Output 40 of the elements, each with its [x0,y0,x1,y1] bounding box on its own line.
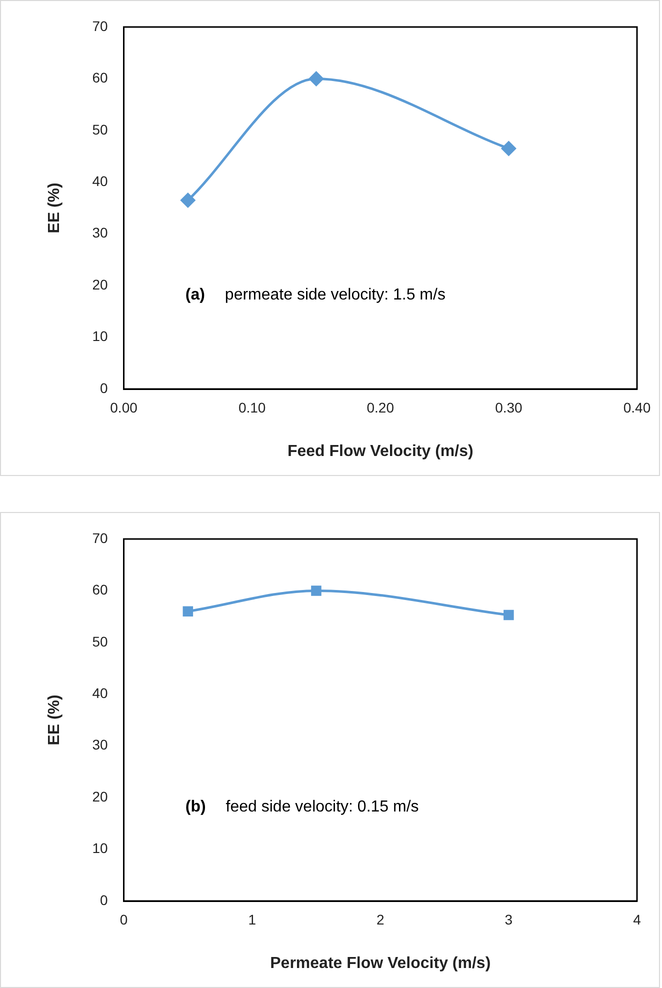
y-tick-label: 20 [92,788,108,804]
y-tick-label: 60 [92,70,108,86]
y-axis-title: EE (%) [46,694,64,746]
y-tick-label: 70 [92,530,108,546]
y-tick-label: 10 [92,328,108,344]
y-tick-label: 50 [92,633,108,650]
x-tick-label: 0 [120,911,128,928]
y-tick-label: 40 [92,685,108,701]
point [311,586,322,596]
y-axis-title: EE (%) [46,182,64,234]
y-tick-label: 50 [92,121,108,138]
x-tick-label: 0.20 [366,399,394,416]
point [182,606,194,617]
point [504,610,514,620]
x-tick-label: 0.40 [623,399,651,416]
annotation: feed side velocity: 0.15 m/s [226,798,419,816]
y-tick-label: 30 [92,736,108,753]
x-tick-label: 1 [248,911,256,928]
x-tick-label: 2 [376,911,384,928]
point [501,141,516,156]
x-axis-title: Feed Flow Velocity (m/s) [287,442,474,460]
point [180,192,196,208]
x-tick-label: 0.30 [495,399,523,416]
x-tick-label: 3 [504,911,513,928]
x-tick-label: 0.00 [110,399,138,416]
y-tick-label: 0 [100,380,108,396]
y-tick-label: 30 [92,224,108,241]
annotation: (a) [185,286,205,304]
x-axis-title: Permeate Flow Velocity (m/s) [270,954,491,972]
y-tick-label: 20 [92,276,108,292]
x-tick-label: 0.10 [238,399,266,416]
annotation: permeate side velocity: 1.5 m/s [224,286,446,304]
y-tick-label: 0 [100,892,108,908]
annotation: (b) [185,798,206,816]
point [308,71,324,86]
y-tick-label: 40 [92,173,108,189]
y-tick-label: 70 [92,18,108,34]
y-tick-label: 10 [92,840,108,856]
x-tick-label: 4 [633,911,642,928]
y-tick-label: 60 [92,582,108,598]
